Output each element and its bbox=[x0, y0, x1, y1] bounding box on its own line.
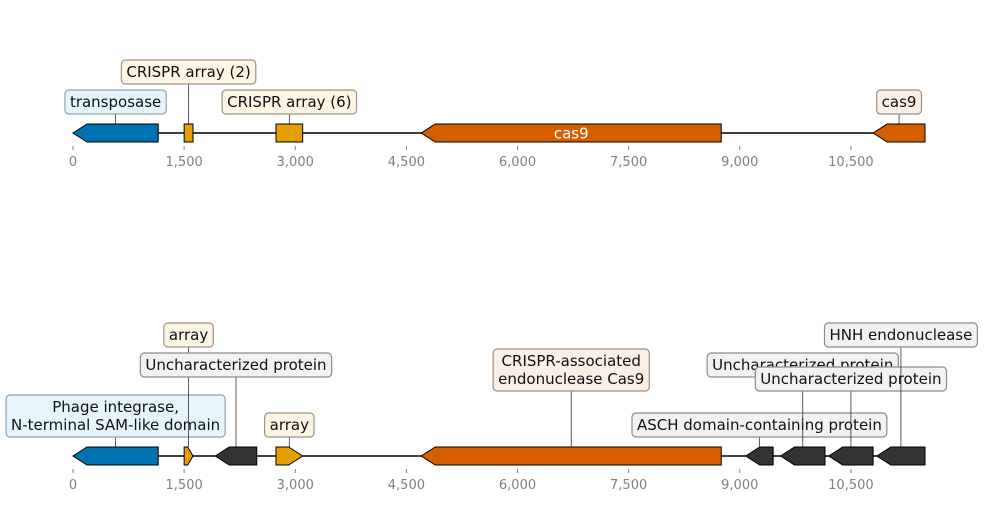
gene-label-text: transposase bbox=[70, 93, 161, 111]
gene-label-text: CRISPR-associated endonuclease Cas9 bbox=[498, 352, 644, 388]
gene-label-box bbox=[163, 322, 214, 348]
axis-tick-label: 0 bbox=[69, 478, 77, 493]
gene-label-box bbox=[754, 366, 948, 392]
axis-tick-label: 9,000 bbox=[721, 478, 758, 493]
gene-label-text: Uncharacterized protein bbox=[145, 356, 326, 374]
gene-label-inside: cas9 bbox=[554, 125, 589, 143]
gene-arrow-other bbox=[214, 446, 258, 466]
gene-label-box bbox=[264, 412, 315, 438]
gene-label-text: array bbox=[169, 326, 208, 344]
axis-tick-label: 7,500 bbox=[610, 478, 647, 493]
axis-tick-label: 1,500 bbox=[166, 478, 203, 493]
gene-label-box bbox=[139, 352, 333, 378]
gene-label-text: Uncharacterized protein bbox=[760, 370, 941, 388]
gene-label-text: cas9 bbox=[882, 93, 917, 111]
gene-label-box bbox=[876, 89, 923, 115]
gene-label-box bbox=[631, 412, 888, 438]
gene-arrow-crispr bbox=[275, 123, 304, 143]
axis-tick-label: 6,000 bbox=[499, 478, 536, 493]
gene-arrow-other bbox=[827, 446, 874, 466]
axis-tick-label: 10,500 bbox=[828, 155, 874, 170]
gene-arrow-crispr bbox=[183, 123, 194, 143]
gene-arrow-transposase bbox=[72, 446, 159, 466]
axis-tick-label: 9,000 bbox=[721, 155, 758, 170]
feature-shapes bbox=[72, 446, 926, 466]
gene-label-text: array bbox=[270, 416, 309, 434]
axis-tick-label: 4,500 bbox=[388, 155, 425, 170]
gene-label-text: Phage integrase, N-terminal SAM-like doma… bbox=[11, 398, 220, 434]
axis-tick-label: 4,500 bbox=[388, 478, 425, 493]
feature-labels: Phage integrase, N-terminal SAM-like doma… bbox=[5, 322, 978, 447]
locus-map-top: 0 1,500 3,000 4,500 6,000 7,500 9,000 10,500 tra… bbox=[64, 59, 926, 170]
gene-arrow-cas9 bbox=[420, 123, 722, 143]
gene-label-text: HNH endonuclease bbox=[829, 326, 972, 344]
gene-label-text: CRISPR array (2) bbox=[126, 63, 250, 81]
gene-arrow-transposase bbox=[72, 123, 159, 143]
axis-tick-label: 7,500 bbox=[610, 155, 647, 170]
axis-tick-label: 3,000 bbox=[277, 478, 314, 493]
axis-tick-label: 3,000 bbox=[277, 155, 314, 170]
axis-tick-label: 6,000 bbox=[499, 155, 536, 170]
gene-arrow-other bbox=[744, 446, 774, 466]
locus-map-bottom: 0 1,500 3,000 4,500 6,000 7,500 9,000 10,500 Pha… bbox=[5, 322, 978, 493]
gene-arrow-crispr bbox=[183, 446, 194, 466]
gene-label-box bbox=[823, 322, 978, 348]
gene-arrow-cas9 bbox=[872, 123, 926, 143]
axis-tick-label: 0 bbox=[69, 155, 77, 170]
gene-label-box bbox=[64, 89, 167, 115]
axis-tick-label: 1,500 bbox=[166, 155, 203, 170]
gene-label-text: CRISPR array (6) bbox=[227, 93, 351, 111]
gene-arrow-crispr bbox=[275, 446, 304, 466]
gene-label-box bbox=[492, 348, 650, 392]
feature-shapes: cas9 bbox=[72, 123, 926, 143]
feature-labels: transposase CRISPR array (2) CRISPR array … bbox=[64, 59, 923, 124]
gene-arrow-cas9 bbox=[420, 446, 722, 466]
gene-label-text: ASCH domain-containing protein bbox=[637, 416, 882, 434]
gene-label-box bbox=[120, 59, 257, 85]
gene-label-box bbox=[5, 394, 226, 438]
gene-label-box bbox=[221, 89, 358, 115]
axis-tick-label: 10,500 bbox=[828, 478, 874, 493]
gene-arrow-other bbox=[875, 446, 926, 466]
gene-arrow-other bbox=[779, 446, 826, 466]
